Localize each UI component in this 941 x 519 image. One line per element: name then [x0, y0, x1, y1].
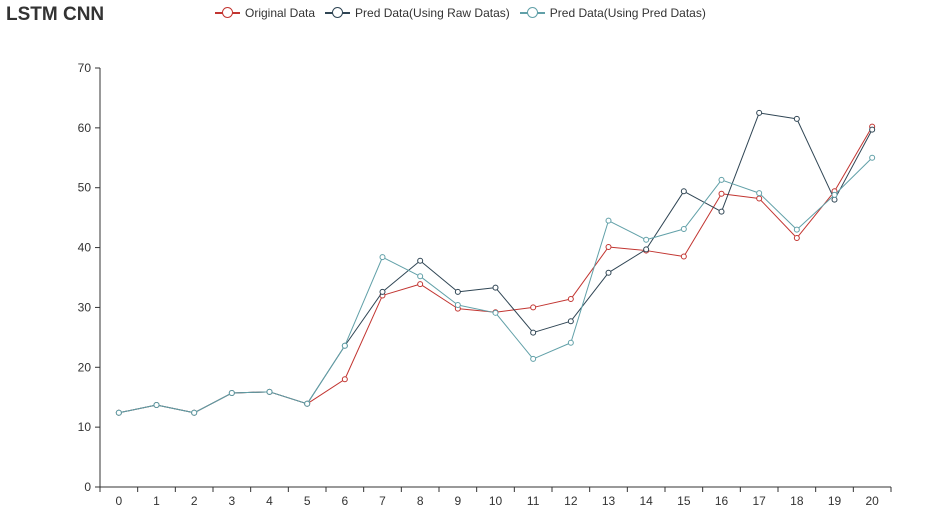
data-point[interactable]	[680, 226, 687, 233]
data-point[interactable]	[756, 195, 763, 202]
chart-title: LSTM CNN	[6, 4, 105, 25]
series-1	[115, 109, 876, 416]
data-point[interactable]	[567, 339, 574, 346]
legend-label-pred-pred: Pred Data(Using Pred Datas)	[549, 6, 706, 20]
data-point[interactable]	[680, 188, 687, 195]
data-point[interactable]	[680, 253, 687, 260]
legend-swatch-pred-raw	[325, 6, 351, 20]
legend-item-original-data[interactable]: Original Data	[215, 6, 315, 20]
data-point[interactable]	[530, 329, 537, 336]
data-point[interactable]	[191, 409, 198, 416]
data-point[interactable]	[831, 191, 838, 198]
legend-swatch-pred-pred	[519, 6, 545, 20]
x-tick-label: 5	[304, 494, 311, 508]
x-tick-label: 18	[790, 494, 804, 508]
y-tick-label: 60	[78, 121, 92, 135]
series-layer	[115, 109, 876, 416]
data-point[interactable]	[605, 217, 612, 224]
data-point[interactable]	[567, 318, 574, 325]
data-point[interactable]	[643, 236, 650, 243]
series-line	[118, 126, 873, 414]
x-tick-label: 7	[379, 494, 386, 508]
x-tick-label: 10	[489, 494, 503, 508]
data-point[interactable]	[454, 302, 461, 309]
x-tick-label: 17	[752, 494, 766, 508]
y-tick-label: 50	[78, 181, 92, 195]
data-point[interactable]	[341, 342, 348, 349]
x-tick-label: 12	[564, 494, 578, 508]
data-point[interactable]	[567, 296, 574, 303]
x-tick-label: 14	[639, 494, 653, 508]
data-point[interactable]	[869, 126, 876, 133]
y-tick-label: 0	[84, 480, 91, 494]
data-point[interactable]	[643, 246, 650, 253]
series-0	[115, 123, 876, 416]
y-tick-label: 70	[78, 61, 92, 75]
data-point[interactable]	[417, 281, 424, 288]
x-tick-label: 8	[417, 494, 424, 508]
data-point[interactable]	[266, 388, 273, 395]
data-point[interactable]	[492, 284, 499, 291]
series-2	[115, 154, 876, 416]
x-tick-label: 11	[527, 494, 540, 508]
data-point[interactable]	[793, 234, 800, 241]
y-tick-label: 10	[78, 420, 92, 434]
data-point[interactable]	[417, 273, 424, 280]
legend-label-pred-raw: Pred Data(Using Raw Datas)	[355, 6, 510, 20]
x-tick-label: 6	[341, 494, 348, 508]
data-point[interactable]	[605, 243, 612, 250]
x-tick-label: 20	[865, 494, 879, 508]
data-point[interactable]	[417, 257, 424, 264]
x-tick-label: 13	[602, 494, 616, 508]
data-point[interactable]	[756, 190, 763, 197]
data-point[interactable]	[718, 176, 725, 183]
x-tick-label: 3	[228, 494, 235, 508]
x-tick-label: 16	[715, 494, 729, 508]
data-point[interactable]	[869, 154, 876, 161]
data-point[interactable]	[530, 304, 537, 311]
data-point[interactable]	[304, 400, 311, 407]
data-point[interactable]	[793, 226, 800, 233]
data-point[interactable]	[718, 208, 725, 215]
data-point[interactable]	[605, 269, 612, 276]
data-point[interactable]	[492, 309, 499, 316]
series-line	[118, 112, 873, 414]
x-tick-label: 19	[828, 494, 842, 508]
data-point[interactable]	[793, 115, 800, 122]
data-point[interactable]	[718, 190, 725, 197]
x-tick-label: 2	[191, 494, 198, 508]
data-point[interactable]	[115, 409, 122, 416]
x-tick-label: 15	[677, 494, 691, 508]
legend-item-pred-pred[interactable]: Pred Data(Using Pred Datas)	[519, 6, 706, 20]
data-point[interactable]	[341, 376, 348, 383]
data-point[interactable]	[379, 254, 386, 261]
legend-swatch-original-data	[215, 6, 240, 20]
data-point[interactable]	[756, 109, 763, 116]
y-tick-label: 30	[78, 300, 92, 314]
legend: Original Data Pred Data(Using Raw Datas)…	[215, 6, 706, 20]
legend-item-pred-raw[interactable]: Pred Data(Using Raw Datas)	[325, 6, 510, 20]
data-point[interactable]	[530, 355, 537, 362]
x-tick-label: 9	[454, 494, 461, 508]
legend-label-original-data: Original Data	[245, 6, 316, 20]
y-tick-label: 20	[78, 360, 92, 374]
y-tick-label: 40	[78, 241, 92, 255]
data-point[interactable]	[228, 390, 235, 397]
data-point[interactable]	[831, 196, 838, 203]
data-point[interactable]	[153, 401, 160, 408]
data-point[interactable]	[454, 288, 461, 295]
x-tick-label: 0	[115, 494, 122, 508]
x-tick-label: 4	[266, 494, 273, 508]
data-point[interactable]	[379, 288, 386, 295]
x-tick-label: 1	[153, 494, 160, 508]
